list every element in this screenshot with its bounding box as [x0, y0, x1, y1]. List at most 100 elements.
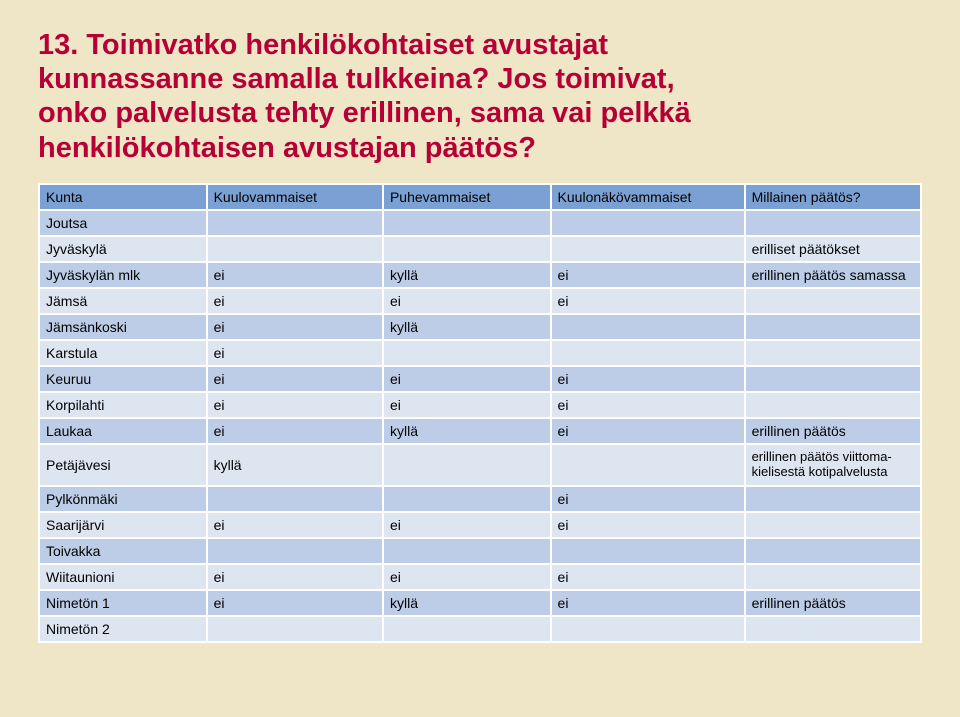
table-cell: erillinen päätös samassa	[745, 262, 921, 288]
table-cell: erillinen päätös	[745, 418, 921, 444]
table-cell	[745, 314, 921, 340]
table-cell: Keuruu	[39, 366, 207, 392]
table-row: Jyväskylän mlkeikylläeierillinen päätös …	[39, 262, 921, 288]
table-cell	[745, 366, 921, 392]
table-cell: Jämsä	[39, 288, 207, 314]
table-cell: ei	[207, 314, 383, 340]
table-cell: ei	[383, 564, 551, 590]
table-cell: kyllä	[383, 262, 551, 288]
table-cell: Jämsänkoski	[39, 314, 207, 340]
slide-page: 13. Toimivatko henkilökohtaiset avustaja…	[0, 0, 960, 717]
table-cell: ei	[551, 564, 745, 590]
table-cell: ei	[383, 512, 551, 538]
table-cell	[745, 288, 921, 314]
table-cell	[383, 616, 551, 642]
table-cell	[551, 616, 745, 642]
table-cell: ei	[207, 392, 383, 418]
table-row: Karstulaei	[39, 340, 921, 366]
table-cell: Karstula	[39, 340, 207, 366]
table-cell: Nimetön 1	[39, 590, 207, 616]
table-cell: kyllä	[383, 418, 551, 444]
table-cell: ei	[207, 340, 383, 366]
title-line-4: henkilökohtaisen avustajan päätös?	[38, 131, 922, 165]
table-cell: erillinen päätös	[745, 590, 921, 616]
table-cell	[551, 538, 745, 564]
table-cell	[745, 210, 921, 236]
table-cell: kyllä	[207, 444, 383, 487]
table-row: Toivakka	[39, 538, 921, 564]
table-cell: kyllä	[383, 314, 551, 340]
table-cell: Joutsa	[39, 210, 207, 236]
table-cell	[745, 512, 921, 538]
table-cell: Petäjävesi	[39, 444, 207, 487]
table-cell: ei	[207, 590, 383, 616]
table-cell: Wiitaunioni	[39, 564, 207, 590]
table-row: Jyväskylä erilliset päätökset	[39, 236, 921, 262]
table-cell	[383, 486, 551, 512]
title-line-1: 13. Toimivatko henkilökohtaiset avustaja…	[38, 28, 922, 62]
table-row: Nimetön 2	[39, 616, 921, 642]
table-cell	[745, 564, 921, 590]
table-cell: ei	[383, 366, 551, 392]
table-cell: kyllä	[383, 590, 551, 616]
table-cell: ei	[551, 590, 745, 616]
table-row: Jämsäeieiei	[39, 288, 921, 314]
table-cell	[551, 236, 745, 262]
table-cell: ei	[207, 564, 383, 590]
table-cell: ei	[551, 486, 745, 512]
table-row: Nimetön 1eikylläeierillinen päätös	[39, 590, 921, 616]
table-cell: Saarijärvi	[39, 512, 207, 538]
table-cell: erillinen päätös viittoma- kielisestä ko…	[745, 444, 921, 487]
table-cell	[383, 538, 551, 564]
table-cell: Korpilahti	[39, 392, 207, 418]
table-cell: ei	[551, 366, 745, 392]
table-cell: ei	[551, 288, 745, 314]
table-row: Keuruueieiei	[39, 366, 921, 392]
table-cell: ei	[551, 512, 745, 538]
col-puhe: Puhevammaiset	[383, 184, 551, 210]
table-cell: Toivakka	[39, 538, 207, 564]
table-row: Jämsänkoskieikyllä	[39, 314, 921, 340]
table-cell	[551, 444, 745, 487]
title-line-3: onko palvelusta tehty erillinen, sama va…	[38, 96, 922, 130]
table-cell	[383, 210, 551, 236]
table-row: Wiitaunionieieiei	[39, 564, 921, 590]
col-paatos: Millainen päätös?	[745, 184, 921, 210]
table-cell	[745, 538, 921, 564]
table-cell: erilliset päätökset	[745, 236, 921, 262]
table-cell: ei	[383, 288, 551, 314]
table-body: JoutsaJyväskylä erilliset päätöksetJyväsk…	[39, 210, 921, 643]
table-cell: Laukaa	[39, 418, 207, 444]
table-cell	[207, 210, 383, 236]
title-block: 13. Toimivatko henkilökohtaiset avustaja…	[38, 28, 922, 165]
table-cell: ei	[207, 288, 383, 314]
table-cell	[745, 616, 921, 642]
col-kunta: Kunta	[39, 184, 207, 210]
table-cell: ei	[551, 418, 745, 444]
title-line-2: kunnassanne samalla tulkkeina? Jos toimi…	[38, 62, 922, 96]
table-row: Laukaaeikylläeierillinen päätös	[39, 418, 921, 444]
table-cell: Jyväskylä	[39, 236, 207, 262]
table-cell	[383, 340, 551, 366]
table-cell: ei	[551, 392, 745, 418]
table-row: Saarijärvieieiei	[39, 512, 921, 538]
table-cell	[207, 538, 383, 564]
table-cell	[207, 236, 383, 262]
table-row: Petäjävesikyllä erillinen päätös viittoma…	[39, 444, 921, 487]
col-kuulonako: Kuulonäkövammaiset	[551, 184, 745, 210]
table-cell	[745, 486, 921, 512]
table-cell: ei	[383, 392, 551, 418]
table-cell	[551, 210, 745, 236]
table-cell	[383, 444, 551, 487]
table-cell: ei	[207, 366, 383, 392]
table-cell	[207, 486, 383, 512]
table-row: Pylkönmäkiei	[39, 486, 921, 512]
table-row: Joutsa	[39, 210, 921, 236]
table-cell	[551, 340, 745, 366]
table-head: Kunta Kuulovammaiset Puhevammaiset Kuulo…	[39, 184, 921, 210]
table-cell: ei	[207, 418, 383, 444]
table-cell: ei	[551, 262, 745, 288]
data-table: Kunta Kuulovammaiset Puhevammaiset Kuulo…	[38, 183, 922, 644]
table-cell	[745, 340, 921, 366]
table-cell: ei	[207, 512, 383, 538]
